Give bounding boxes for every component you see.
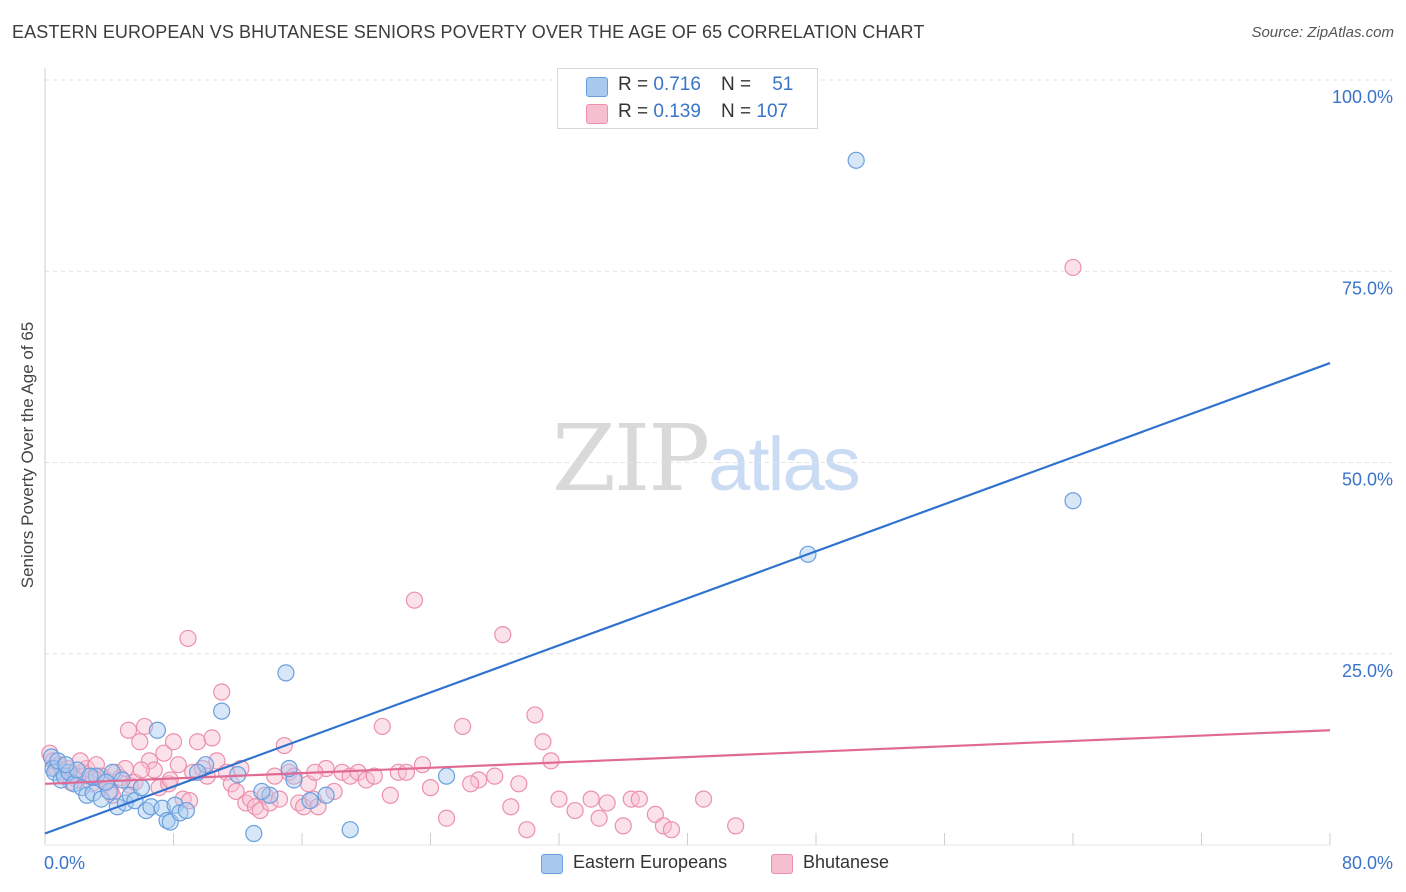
bhutanese-point [325,782,343,801]
eastern-european-point [341,821,359,839]
n-value: 107 [756,101,789,122]
eastern-european-point [253,782,271,801]
eastern-european-point [81,767,99,785]
eastern-european-point [100,782,118,801]
bhutanese-point [470,771,488,789]
bhutanese-point [135,717,154,736]
bhutanese-point [145,761,163,779]
legend-swatch-blue [586,77,608,97]
legend-label: Eastern Europeans [573,852,728,872]
bhutanese-point [694,790,713,808]
legend-stats: R = 0.716 N = 51 R = 0.139 N = 107 [557,68,818,129]
bhutanese-point [227,782,245,801]
bhutanese-point [654,817,673,835]
bhutanese-point [413,756,432,774]
legend-label: Bhutanese [803,852,890,872]
bhutanese-point [486,767,504,785]
bhutanese-point [462,775,480,793]
eastern-european-point [277,664,295,682]
bhutanese-point [213,683,231,701]
bhutanese-point [494,626,512,644]
bhutanese-point [203,729,221,747]
eastern-european-point [132,779,150,797]
watermark: ZIPatlas [552,405,861,512]
eastern-european-point [261,786,279,804]
bhutanese-point [437,809,456,827]
bhutanese-point [131,733,149,751]
bhutanese-point [518,821,536,839]
eastern-european-point [87,767,106,785]
n-value: 51 [772,74,794,95]
x-tick-label: 0.0% [44,853,85,873]
bhutanese-point [534,733,552,751]
bhutanese-point [381,786,399,804]
bhutanese-point [365,767,383,785]
bhutanese-point [630,790,648,808]
bhutanese-point [421,779,440,797]
eastern-european-point [245,824,263,843]
bhutanese-point [405,591,424,609]
eastern-european-trendline [44,362,1331,835]
bhutanese-point [598,794,616,812]
bhutanese-point [208,752,226,770]
bhutanese-point [542,752,560,770]
r-label: R = [618,101,649,122]
bhutanese-point [662,821,681,839]
bhutanese-point [526,706,544,724]
y-tick-label: 75.0% [1342,278,1393,298]
source-label: Source: ZipAtlas.com [1251,24,1394,41]
bhutanese-point [164,733,183,751]
bhutanese-point [550,790,568,808]
watermark-zip: ZIP [552,405,710,512]
bhutanese-point [266,767,284,785]
n-label: N = [721,74,752,95]
eastern-european-point [437,767,456,785]
bhutanese-point [119,721,138,739]
eastern-european-point [148,721,167,739]
r-label: R = [618,74,649,95]
bhutanese-point [357,771,375,789]
eastern-european-point [177,801,195,820]
eastern-european-point [317,786,335,804]
bhutanese-point [502,798,520,816]
eastern-european-point [301,792,319,810]
bhutanese-point [270,790,289,808]
bhutanese-point [179,629,197,648]
y-tick-label: 25.0% [1342,661,1393,681]
x-tick-label: 80.0% [1342,853,1393,873]
y-tick-label: 50.0% [1342,470,1393,490]
bhutanese-point [155,744,173,762]
bhutanese-point [614,817,632,835]
eastern-european-point [213,702,231,720]
legend-swatch-pink [586,104,608,124]
eastern-european-point [49,752,67,770]
bhutanese-point [454,717,472,736]
watermark-atlas: atlas [708,422,861,507]
bhutanese-point [566,801,584,820]
y-axis-label: Seniors Poverty Over the Age of 65 [18,321,37,589]
bhutanese-point [727,817,745,835]
eastern-european-point [57,756,75,774]
chart-title: EASTERN EUROPEAN VS BHUTANESE SENIORS PO… [12,22,925,42]
n-label: N = [721,101,752,122]
eastern-european-point [847,151,865,169]
y-tick-label: 100.0% [1332,87,1393,107]
eastern-european-point [1064,492,1082,510]
bhutanese-point [373,717,391,736]
bhutanese-point [1064,258,1082,277]
r-value: 0.716 [653,74,701,95]
bhutanese-point [188,733,207,751]
legend-swatch-pink [771,854,793,874]
bhutanese-point [590,809,608,827]
bhutanese-point [510,775,528,793]
legend-swatch-blue [541,854,563,874]
bhutanese-trendline [44,729,1331,785]
bhutanese-point [132,761,150,779]
r-value: 0.139 [653,101,701,122]
bhutanese-point [582,790,600,808]
bhutanese-point [169,756,187,774]
bhutanese-point [397,763,416,781]
